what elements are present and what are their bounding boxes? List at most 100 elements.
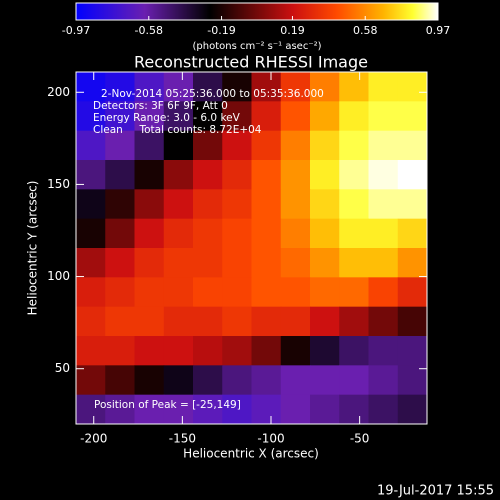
heatmap-cell	[222, 218, 252, 249]
heatmap-cell	[105, 189, 135, 220]
heatmap-cell	[105, 218, 135, 249]
heatmap-cell	[222, 130, 252, 161]
heatmap-cell	[222, 160, 252, 190]
heatmap-cell	[310, 189, 340, 220]
heatmap-cell	[251, 218, 282, 249]
heatmap-cell	[222, 394, 252, 425]
heatmap-cell	[76, 306, 106, 337]
heatmap-cell	[339, 189, 369, 220]
heatmap-cell	[134, 160, 165, 190]
heatmap-cell	[76, 248, 106, 278]
x-tick-label: -50	[350, 432, 370, 446]
heatmap-cell	[222, 101, 252, 132]
heatmap-cell	[280, 189, 311, 220]
heatmap-cell	[134, 130, 165, 161]
heatmap-cell	[280, 277, 311, 308]
chart-title: Reconstructed RHESSI Image	[134, 53, 368, 72]
heatmap-cell	[105, 248, 135, 278]
heatmap-cell	[76, 365, 106, 396]
heatmap-cell	[105, 101, 135, 132]
heatmap-cell	[134, 365, 165, 396]
heatmap-cell	[105, 277, 135, 308]
heatmap-cell	[397, 248, 428, 278]
annotation: Energy Range: 3.0 - 6.0 keV	[93, 112, 241, 124]
heatmap-cell	[368, 306, 399, 337]
heatmap-cell	[310, 130, 340, 161]
colorbar-tick-label: -0.19	[207, 24, 235, 37]
heatmap-cell	[310, 248, 340, 278]
heatmap-cell	[368, 394, 399, 425]
heatmap-cell	[397, 130, 428, 161]
heatmap-cell	[222, 277, 252, 308]
heatmap-cell	[193, 189, 223, 220]
heatmap-cell	[193, 306, 223, 337]
heatmap-cell	[310, 72, 340, 102]
heatmap-cell	[397, 365, 428, 396]
heatmap-cell	[76, 336, 106, 366]
heatmap-cell	[134, 336, 165, 366]
heatmap-cell	[280, 160, 311, 190]
heatmap-cell	[397, 72, 428, 102]
x-axis-label: Heliocentric X (arcsec)	[183, 447, 319, 461]
heatmap-cell	[368, 365, 399, 396]
footer-date: 19-Jul-2017 15:55	[377, 484, 494, 499]
heatmap-cell	[163, 336, 194, 366]
x-tick-label: -200	[80, 432, 107, 446]
heatmap-cell	[368, 248, 399, 278]
heatmap-cell	[163, 72, 194, 102]
heatmap-cell	[368, 277, 399, 308]
y-tick-label: 200	[47, 85, 70, 99]
heatmap-cell	[76, 130, 106, 161]
colorbar-tick-label: 0.19	[280, 24, 305, 37]
heatmap-cell	[134, 277, 165, 308]
heatmap-cell	[76, 277, 106, 308]
colorbar	[75, 2, 439, 21]
heatmap-cell	[397, 306, 428, 337]
heatmap-cell	[105, 72, 135, 102]
heatmap-cell	[280, 394, 311, 425]
heatmap-cell	[280, 336, 311, 366]
heatmap-cell	[163, 189, 194, 220]
heatmap-cell	[339, 72, 369, 102]
heatmap-cell	[368, 72, 399, 102]
heatmap-cell	[134, 72, 165, 102]
heatmap-cell	[251, 189, 282, 220]
heatmap-cell	[76, 189, 106, 220]
heatmap-cell	[163, 101, 194, 132]
heatmap-cell	[251, 365, 282, 396]
heatmap-cell	[310, 336, 340, 366]
heatmap-cell	[397, 394, 428, 425]
x-tick-label: -150	[169, 432, 196, 446]
heatmap-cell	[280, 365, 311, 396]
heatmap-cell	[163, 306, 194, 337]
heatmap-cell	[134, 218, 165, 249]
heatmap-cell	[251, 277, 282, 308]
heatmap-cell	[76, 218, 106, 249]
heatmap-cell	[134, 306, 165, 337]
heatmap-cell	[310, 277, 340, 308]
y-axis-label: Heliocentric Y (arcsec)	[26, 181, 40, 316]
heatmap-cell	[368, 101, 399, 132]
heatmap-cell	[397, 160, 428, 190]
plot-frame	[75, 71, 428, 425]
heatmap-cell	[280, 248, 311, 278]
heatmap-cell	[193, 72, 223, 102]
heatmap-cell	[163, 277, 194, 308]
heatmap-cell	[310, 394, 340, 425]
heatmap-cell	[339, 365, 369, 396]
heatmap-cell	[397, 189, 428, 220]
heatmap-cell	[251, 336, 282, 366]
heatmap-cell	[368, 189, 399, 220]
heatmap-cell	[105, 394, 135, 425]
heatmap-cell	[251, 394, 282, 425]
heatmap-cell	[339, 277, 369, 308]
heatmap-cell	[310, 218, 340, 249]
heatmap-cell	[251, 160, 282, 190]
heatmap-cell	[222, 189, 252, 220]
heatmap-cell	[76, 101, 106, 132]
heatmap-cell	[105, 130, 135, 161]
heatmap-cell	[163, 365, 194, 396]
heatmap-cell	[397, 101, 428, 132]
